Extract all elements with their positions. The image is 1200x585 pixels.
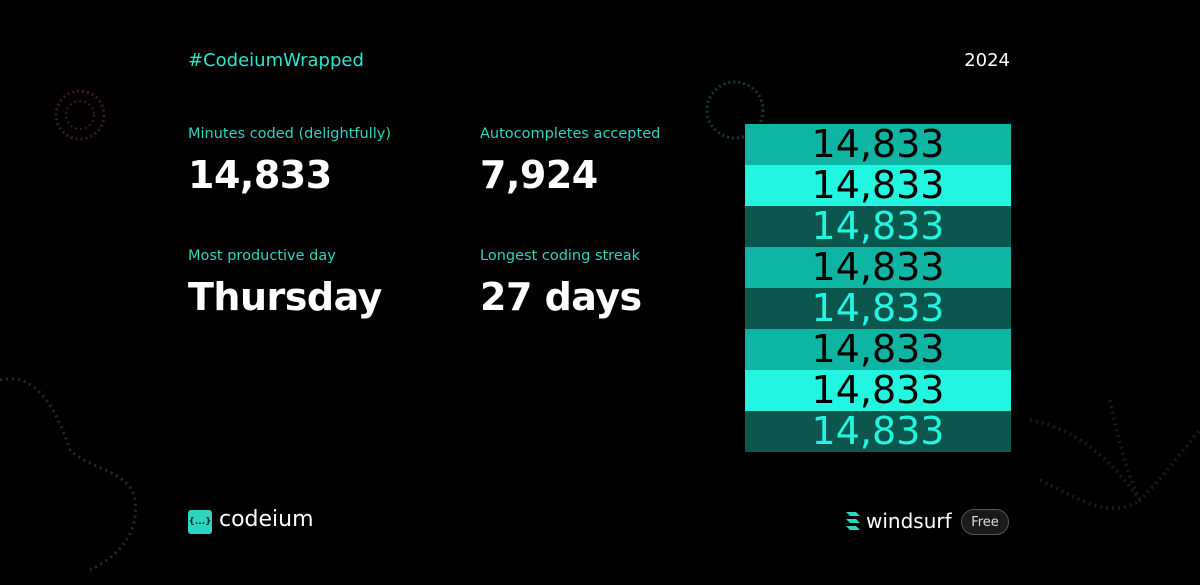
stat-label: Minutes coded (delightfully) <box>188 126 391 142</box>
partner-brand: windsurf <box>866 509 952 533</box>
hashtag: #CodeiumWrapped <box>188 50 364 71</box>
deco-ring <box>54 89 106 141</box>
deco-ring <box>65 100 95 130</box>
stat-value: 27 days <box>480 275 642 319</box>
brand: codeium <box>219 507 314 532</box>
stat-label: Most productive day <box>188 248 336 264</box>
stack-row: 14,833 <box>745 411 1011 452</box>
number-stack: 14,833 14,833 14,833 14,833 14,833 14,83… <box>745 124 1011 452</box>
deco-leaf <box>1029 399 1200 511</box>
stack-row: 14,833 <box>745 124 1011 165</box>
stack-row: 14,833 <box>745 370 1011 411</box>
stat-label: Longest coding streak <box>480 248 641 264</box>
stat-value: 7,924 <box>480 153 598 197</box>
codeium-logo: {...} <box>188 510 212 534</box>
windsurf-icon <box>846 512 860 530</box>
badge: Free <box>961 509 1009 535</box>
stack-row: 14,833 <box>745 329 1011 370</box>
stat-label: Autocompletes accepted <box>480 126 661 142</box>
deco-ring <box>705 80 765 140</box>
year: 2024 <box>964 50 1010 71</box>
stack-row: 14,833 <box>745 165 1011 206</box>
stack-row: 14,833 <box>745 206 1011 247</box>
stack-row: 14,833 <box>745 247 1011 288</box>
stack-row: 14,833 <box>745 288 1011 329</box>
deco-shape <box>0 377 137 572</box>
stat-value: Thursday <box>188 275 382 319</box>
stat-value: 14,833 <box>188 153 332 197</box>
